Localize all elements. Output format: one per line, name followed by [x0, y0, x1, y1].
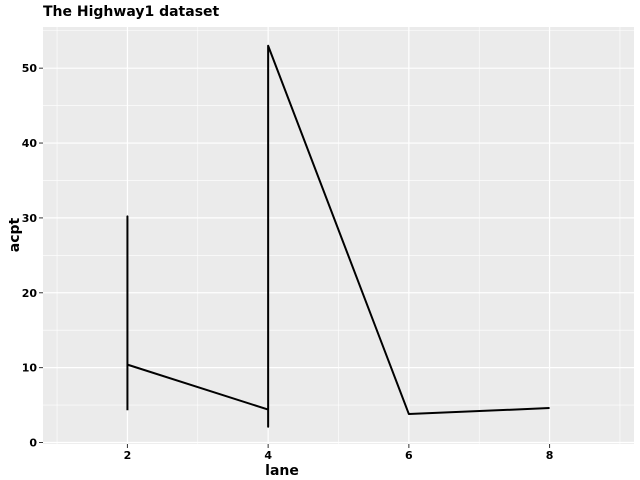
- major-gridlines: [43, 27, 634, 444]
- x-tick-label: 6: [405, 449, 413, 462]
- y-tick-label: 30: [22, 212, 38, 225]
- x-axis-title: lane: [265, 463, 299, 479]
- minor-gridlines: [43, 27, 634, 444]
- series-layer: [126, 44, 550, 428]
- x-tick-label: 4: [264, 449, 272, 462]
- y-tick-label: 40: [22, 137, 38, 150]
- x-tick-label: 2: [124, 449, 132, 462]
- y-tick-label: 0: [29, 437, 37, 450]
- y-axis-title: acpt: [7, 217, 23, 252]
- chart-title: The Highway1 dataset: [43, 4, 220, 20]
- series-line: [126, 44, 550, 428]
- y-tick-label: 10: [22, 362, 38, 375]
- axis-ticks: [39, 67, 551, 448]
- y-tick-label: 50: [22, 62, 38, 75]
- x-tick-label: 8: [546, 449, 554, 462]
- y-tick-label: 20: [22, 287, 38, 300]
- x-tick-labels: 2 4 6 8: [124, 449, 554, 462]
- y-tick-labels: 0 10 20 30 40 50: [22, 62, 38, 449]
